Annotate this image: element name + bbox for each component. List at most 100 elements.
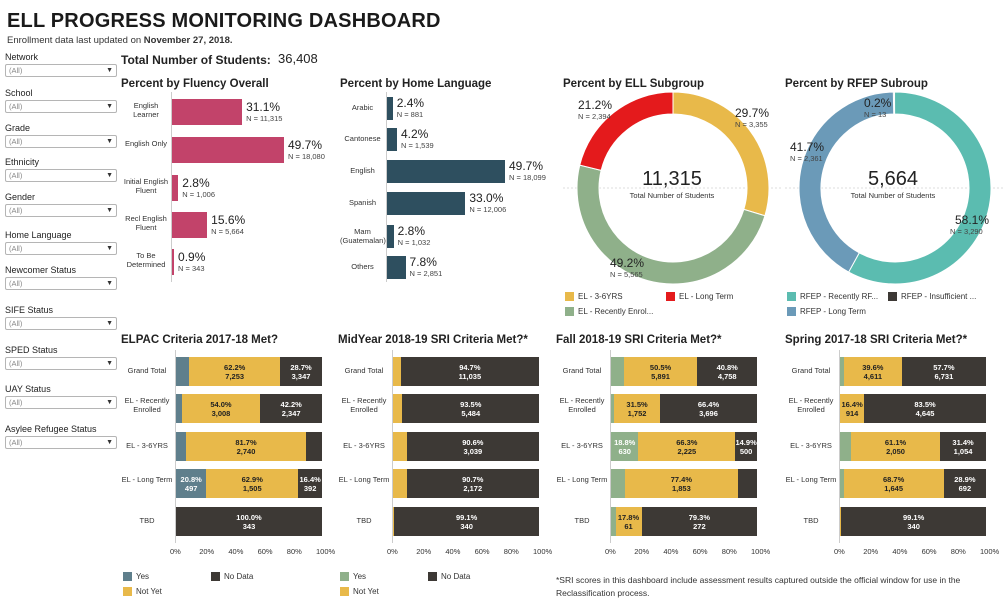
fluency-bar xyxy=(172,137,284,163)
criteria-segment: 57.7% 6,731 xyxy=(901,357,986,386)
criteria-segment-label: 16.4% 392 xyxy=(298,469,322,493)
segment-count: 392 xyxy=(303,484,317,493)
segment-pct: 31.4% xyxy=(952,438,974,447)
chevron-down-icon: ▼ xyxy=(106,138,113,145)
criteria-segment-label: 31.4% 1,054 xyxy=(940,432,986,456)
criteria-legend-yes[interactable]: Yes xyxy=(123,572,149,581)
criteria-segment: 99.1% 340 xyxy=(841,507,986,536)
criteria-row-label: EL - Long Term xyxy=(785,475,837,484)
criteria-segment xyxy=(840,469,844,498)
chevron-down-icon: ▼ xyxy=(106,172,113,179)
filter-dropdown[interactable]: (All) ▼ xyxy=(5,204,117,217)
filter-dropdown[interactable]: (All) ▼ xyxy=(5,242,117,255)
criteria-segment-label: 18.8% 630 xyxy=(611,432,638,456)
language-n: N = 1,539 xyxy=(400,141,434,150)
ell-center-label: Total Number of Students xyxy=(629,191,715,200)
fluency-row-label: English Learner xyxy=(133,101,159,119)
criteria-legend-notyet[interactable]: Not Yet xyxy=(340,587,379,596)
segment-pct: 31.5% xyxy=(626,400,648,409)
filter-dropdown[interactable]: (All) ▼ xyxy=(5,64,117,77)
criteria-legend-notyet[interactable]: Not Yet xyxy=(123,587,162,596)
filter-ethnicity: Ethnicity (All) ▼ xyxy=(5,157,117,182)
segment-count: 272 xyxy=(693,522,706,531)
legend-swatch xyxy=(565,307,574,316)
total-students-label: Total Number of Students: xyxy=(121,53,271,67)
criteria-segment-label: 90.7% 2,172 xyxy=(407,469,539,493)
rfep-donut-center: 5,664 Total Number of Students xyxy=(838,168,948,200)
filter-dropdown[interactable]: (All) ▼ xyxy=(5,396,117,409)
rfep-legend-item[interactable]: RFEP - Long Term xyxy=(787,307,866,316)
criteria-legend-nodata[interactable]: No Data xyxy=(428,572,470,581)
segment-pct: 62.2% xyxy=(224,363,246,372)
criteria-segment: 40.8% 4,758 xyxy=(697,357,757,386)
legend-swatch xyxy=(123,587,132,596)
language-n: N = 1,032 xyxy=(397,238,431,247)
segment-count: 500 xyxy=(739,447,753,456)
language-pct: 33.0% xyxy=(469,191,504,205)
filter-dropdown[interactable]: (All) ▼ xyxy=(5,317,117,330)
criteria-segment-label: 90.6% 3,039 xyxy=(407,432,539,456)
ell-legend-item[interactable]: EL - 3-6YRS xyxy=(565,292,623,301)
language-n: N = 18,099 xyxy=(509,173,546,182)
donut-slice[interactable] xyxy=(576,164,766,285)
criteria-row-label: EL - Recently Enrolled xyxy=(788,396,834,414)
legend-text: EL - Recently Enrol... xyxy=(578,307,654,316)
filter-label: UAY Status xyxy=(5,384,51,394)
language-pct: 2.4% xyxy=(396,96,425,110)
criteria-segment xyxy=(176,394,182,423)
criteria-segment-label: 66.4% 3,696 xyxy=(660,394,757,418)
rfep-slice-n: N = 2,361 xyxy=(790,154,823,163)
rfep-center-label: Total Number of Students xyxy=(850,191,936,200)
filter-dropdown[interactable]: (All) ▼ xyxy=(5,100,117,113)
criteria-segment-label: 94.7% 11,035 xyxy=(401,357,539,381)
ell-legend-item[interactable]: EL - Recently Enrol... xyxy=(565,307,653,316)
fluency-n: N = 11,315 xyxy=(246,114,283,123)
language-n: N = 881 xyxy=(396,110,424,119)
criteria-axis-line xyxy=(175,350,176,543)
criteria-segment xyxy=(840,432,851,461)
filter-value: (All) xyxy=(9,244,23,253)
ell-slice-n: N = 3,355 xyxy=(735,120,768,129)
filter-dropdown[interactable]: (All) ▼ xyxy=(5,135,117,148)
ell-legend-item[interactable]: EL - Long Term xyxy=(666,292,733,301)
filter-label: Gender xyxy=(5,192,36,202)
criteria-segment xyxy=(393,394,403,423)
criteria-legend-yes[interactable]: Yes xyxy=(340,572,366,581)
segment-pct: 81.7% xyxy=(235,438,257,447)
criteria-row-label: Grand Total xyxy=(127,366,167,375)
segment-pct: 79.3% xyxy=(688,513,711,522)
filter-dropdown[interactable]: (All) ▼ xyxy=(5,436,117,449)
legend-text: RFEP - Long Term xyxy=(800,307,866,316)
filter-value: (All) xyxy=(9,438,23,447)
language-n: N = 12,006 xyxy=(469,205,507,214)
filter-dropdown[interactable]: (All) ▼ xyxy=(5,277,117,290)
segment-count: 1,054 xyxy=(953,447,973,456)
criteria-segment xyxy=(611,507,616,536)
filter-value: (All) xyxy=(9,279,23,288)
segment-count: 340 xyxy=(907,522,920,531)
language-row-label: English xyxy=(350,166,375,175)
segment-count: 5,484 xyxy=(461,409,481,418)
donut-slice[interactable] xyxy=(579,92,674,172)
rfep-legend-item[interactable]: RFEP - Insufficient ... xyxy=(888,292,976,301)
rfep-slice-n: N = 13 xyxy=(864,110,887,119)
criteria-segment: 100.0% 343 xyxy=(176,507,322,536)
donut-slice[interactable] xyxy=(798,92,895,273)
criteria-axis-tick: 60% xyxy=(921,547,937,556)
donut-slice[interactable] xyxy=(847,92,992,285)
rfep-legend-item[interactable]: RFEP - Recently RF... xyxy=(787,292,878,301)
fluency-pct: 0.9% xyxy=(178,250,206,264)
legend-swatch xyxy=(888,292,897,301)
filter-dropdown[interactable]: (All) ▼ xyxy=(5,169,117,182)
criteria-segment-label: 31.5% 1,752 xyxy=(614,394,660,418)
language-row-label: Spanish xyxy=(348,198,377,207)
filter-value: (All) xyxy=(9,171,23,180)
filter-dropdown[interactable]: (All) ▼ xyxy=(5,357,117,370)
criteria-axis-tick: 80% xyxy=(950,547,966,556)
criteria-legend-nodata[interactable]: No Data xyxy=(211,572,253,581)
legend-swatch xyxy=(565,292,574,301)
legend-text: Not Yet xyxy=(136,587,162,596)
filter-label: Newcomer Status xyxy=(5,265,77,275)
criteria-segment xyxy=(737,469,757,498)
filter-label: Home Language xyxy=(5,230,72,240)
